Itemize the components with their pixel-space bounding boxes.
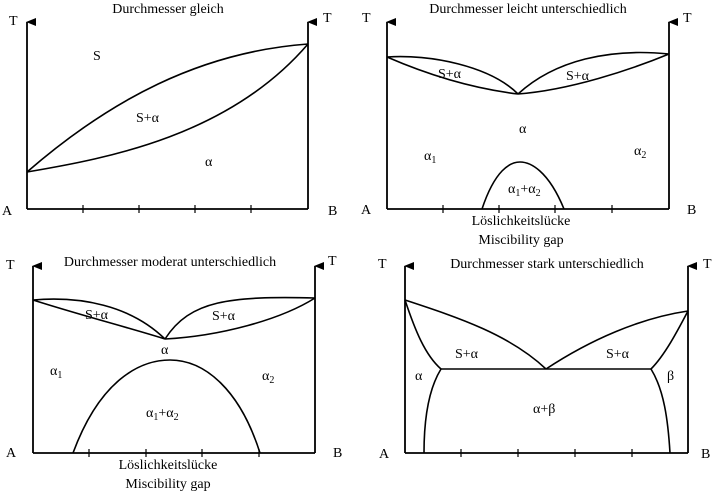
panel-2-solidus-left [386, 56, 519, 95]
panel-3-two-phase-left: S+α [85, 308, 109, 323]
panel-3-caption-german: Löslichkeitslücke [119, 458, 218, 473]
panel-2-two-phase-left: S+α [438, 67, 462, 82]
panel-3-two-phase-right: S+α [212, 309, 236, 324]
panel-4-t-left-label: T [378, 257, 387, 272]
panel-1-two-phase-region: S+α [136, 111, 160, 126]
panel-4-ticks [460, 449, 633, 457]
panel-1-solid-region: α [205, 155, 213, 170]
panel-3-caption-english: Miscibility gap [125, 477, 210, 492]
panel-4-liquidus-left [404, 299, 547, 370]
panel-2-solid-region: α [519, 122, 527, 137]
panel-1-a-label: A [2, 204, 13, 219]
panel-2-liquidus-left [386, 55, 519, 95]
panel-1-t-right-label: T [323, 11, 332, 26]
panel-2-a-label: A [361, 203, 372, 218]
panel-4-two-phase-left: S+α [455, 347, 479, 362]
panel-3-solidus-left [32, 299, 166, 340]
panel-4-beta-region: β [667, 369, 674, 384]
panel-4-t-right-label: T [703, 257, 712, 272]
panel-4-b-label: B [701, 447, 710, 462]
panel-slightly-different-diameter: Durchmesser leicht unterschiedlich T T A… [361, 2, 696, 248]
panel-2-caption-english: Miscibility gap [478, 233, 563, 248]
panel-3-alpha2-region: α2 [262, 369, 274, 386]
panel-4-two-phase-right: S+α [606, 347, 630, 362]
panel-4-solvus-right [650, 368, 671, 454]
panel-2-b-label: B [687, 203, 696, 218]
panel-2-t-right-label: T [683, 11, 692, 26]
panel-2-title: Durchmesser leicht unterschiedlich [429, 2, 626, 17]
panel-2-ticks [442, 205, 613, 213]
panel-4-liquidus-right [545, 310, 689, 370]
panel-3-miscibility-gap-curve [72, 359, 261, 454]
panel-1-solidus [26, 43, 309, 173]
panel-3-title: Durchmesser moderat unterschiedlich [64, 255, 276, 270]
panel-2-alpha1-region: α1 [424, 149, 436, 166]
panel-2-caption-german: Löslichkeitslücke [472, 214, 571, 229]
panel-3-liquidus-left [32, 298, 166, 340]
panel-3-alpha1-region: α1 [50, 364, 62, 381]
panel-4-a-label: A [379, 447, 390, 462]
panel-2-alpha2-region: α2 [634, 144, 646, 161]
panel-3-a-label: A [6, 446, 17, 461]
panel-moderately-different-diameter: Durchmesser moderat unterschiedlich T T … [6, 254, 342, 492]
panel-4-solvus-left [423, 368, 442, 454]
panel-4-solidus-right [650, 310, 689, 370]
panel-1-liquid-region: S [93, 49, 101, 64]
panel-2-miscibility-gap-curve [481, 161, 565, 210]
panel-2-solidus-right [517, 53, 670, 95]
panel-2-two-phase-right: S+α [566, 69, 590, 84]
panel-4-solidus-left [404, 299, 442, 370]
panel-same-diameter: Durchmesser gleich T T A B S S+α α [2, 2, 337, 219]
panel-1-liquidus [26, 43, 309, 173]
panel-2-liquidus-right [517, 51, 670, 95]
panel-3-solid-region: α [161, 343, 169, 358]
panel-2-gap-region: α1+α2 [508, 182, 541, 199]
panel-3-gap-region: α1+α2 [146, 406, 179, 423]
panel-1-b-label: B [328, 204, 337, 219]
panel-3-liquidus-right [164, 296, 316, 340]
panel-3-solidus-right [164, 297, 316, 340]
panel-2-t-left-label: T [362, 11, 371, 26]
panel-4-eutectic-region: α+β [533, 402, 555, 417]
panel-1-t-left-label: T [9, 14, 18, 29]
panel-3-t-left-label: T [6, 258, 15, 273]
panel-3-t-right-label: T [328, 254, 337, 269]
panel-1-title: Durchmesser gleich [112, 2, 224, 17]
panel-4-alpha-region: α [415, 369, 423, 384]
panel-strongly-different-diameter: Durchmesser stark unterschiedlich T T A … [378, 257, 712, 462]
panel-1-ticks [82, 205, 252, 213]
panel-4-title: Durchmesser stark unterschiedlich [450, 257, 644, 272]
panel-3-b-label: B [333, 446, 342, 461]
